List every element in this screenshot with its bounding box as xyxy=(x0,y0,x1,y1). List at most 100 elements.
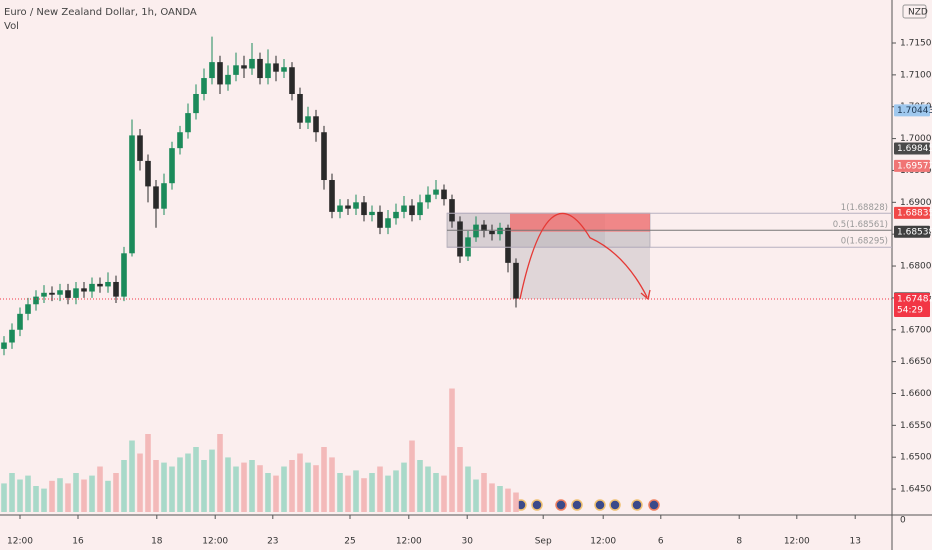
candle-body xyxy=(137,135,143,161)
volume-bar xyxy=(97,466,103,512)
candle-body xyxy=(225,74,231,85)
volume-bar xyxy=(297,453,303,512)
volume-bar xyxy=(425,466,431,512)
volume-bar xyxy=(465,466,471,512)
volume-bar xyxy=(1,483,7,512)
volume-bar xyxy=(377,466,383,512)
price-label: 1.70443 xyxy=(897,106,932,116)
y-tick-label: 1.71000 xyxy=(900,70,932,80)
candle-body xyxy=(497,227,503,235)
candle-body xyxy=(153,186,159,209)
candle-body xyxy=(489,230,495,235)
volume-bar xyxy=(81,479,87,512)
candle-body xyxy=(25,304,31,314)
price-label: 1.69845 xyxy=(897,144,932,154)
volume-bar xyxy=(121,460,127,512)
event-icon[interactable] xyxy=(571,499,583,511)
x-tick-label: 6 xyxy=(658,537,664,547)
chart-title: Euro / New Zealand Dollar, 1h, OANDA xyxy=(4,7,197,18)
volume-bar xyxy=(513,492,519,512)
candle-body xyxy=(121,253,127,297)
price-label-bg xyxy=(894,225,930,238)
x-tick-label: 8 xyxy=(736,537,742,547)
candle-body xyxy=(97,283,103,287)
volume-bar xyxy=(209,449,215,512)
price-label: 1.67483 xyxy=(897,294,932,304)
volume-bar xyxy=(401,462,407,512)
candle-body xyxy=(457,221,463,257)
candle-body xyxy=(377,211,383,228)
price-label-bg xyxy=(894,142,930,155)
candle-body xyxy=(249,58,255,69)
volume-bar xyxy=(41,488,47,512)
y-tick-label: 1.65000 xyxy=(900,453,932,463)
candle-body xyxy=(89,283,95,292)
x-tick-label: 13 xyxy=(849,537,860,547)
candle-body xyxy=(193,93,199,114)
candle-body xyxy=(81,288,87,292)
events xyxy=(515,499,660,511)
volume-bar xyxy=(225,457,231,512)
volume-bar xyxy=(497,486,503,512)
candle-body xyxy=(17,313,23,330)
volume-bar xyxy=(393,470,399,512)
currency[interactable]: NZD xyxy=(908,8,928,18)
price-axis-bg xyxy=(892,0,932,550)
volume-bar xyxy=(233,466,239,512)
x-tick-label: 30 xyxy=(461,537,473,547)
candle-body xyxy=(129,135,135,254)
volume-bar xyxy=(153,460,159,512)
candle-body xyxy=(265,63,271,79)
volume-bar xyxy=(257,465,263,512)
volume-bar xyxy=(449,388,455,512)
event-icon[interactable] xyxy=(648,499,660,511)
candle-body xyxy=(513,262,519,299)
candle-body xyxy=(345,205,351,209)
candle-body xyxy=(49,292,55,295)
candle-body xyxy=(233,65,239,75)
event-icon[interactable] xyxy=(609,499,621,511)
volume-bar xyxy=(281,466,287,512)
event-icon[interactable] xyxy=(555,499,567,511)
y-tick-label: 1.65500 xyxy=(900,421,932,431)
volume-label: Vol xyxy=(4,21,19,32)
volume-bar xyxy=(73,473,79,512)
stop-zone xyxy=(510,212,650,232)
volume-bar xyxy=(89,475,95,512)
candle-body xyxy=(41,292,47,297)
price-label: 1.69572 xyxy=(897,161,932,171)
candle-body xyxy=(209,62,215,79)
y-tick-label: 1.67000 xyxy=(900,325,932,335)
volume-axis-label: 0 xyxy=(900,516,906,526)
currency-box[interactable] xyxy=(902,4,927,19)
candle-body xyxy=(65,290,71,298)
candle-body xyxy=(473,224,479,238)
x-tick-label: Sep xyxy=(535,537,552,547)
event-icon[interactable] xyxy=(594,499,606,511)
price-countdown: 54:29 xyxy=(897,305,923,315)
candle-body xyxy=(313,116,319,133)
volume-bar xyxy=(361,478,367,512)
candle-body xyxy=(281,67,287,72)
candle-body xyxy=(289,67,295,94)
candle-body xyxy=(393,211,399,219)
event-icon[interactable] xyxy=(531,499,543,511)
volume-bar xyxy=(337,473,343,512)
candle-body xyxy=(433,189,439,195)
x-tick-label: 12:00 xyxy=(202,537,228,547)
event-icon[interactable] xyxy=(631,499,643,511)
volume-bar xyxy=(185,453,191,512)
price-label: 1.68835 xyxy=(897,208,932,218)
volume-bar xyxy=(409,440,415,512)
volume-bar xyxy=(321,447,327,512)
candle-body xyxy=(369,211,375,216)
volume-bar xyxy=(481,473,487,512)
volume-bar xyxy=(305,462,311,512)
candle-body xyxy=(481,224,487,231)
candle-body xyxy=(425,194,431,203)
volume-bar xyxy=(65,483,71,512)
volume-bar xyxy=(441,475,447,512)
x-tick-label: 23 xyxy=(267,537,278,547)
